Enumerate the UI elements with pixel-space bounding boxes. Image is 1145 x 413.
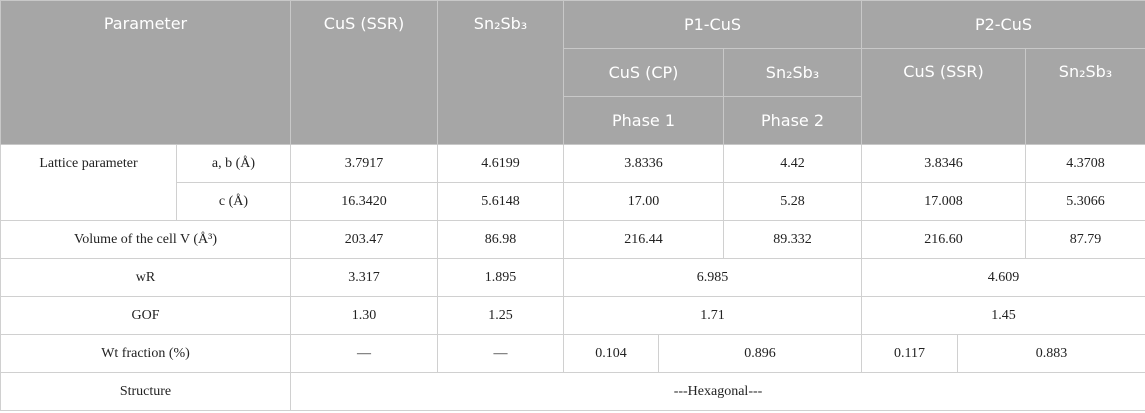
header-cell: CuS (SSR) (861, 48, 1026, 145)
cell: 3.317 (290, 258, 438, 297)
cell: 86.98 (437, 220, 564, 259)
cell: 203.47 (290, 220, 438, 259)
row-label: wR (0, 258, 291, 297)
cell: 216.44 (563, 220, 724, 259)
header-cell: Sn₂Sb₃ (723, 48, 862, 97)
header-cell: Phase 1 (563, 96, 724, 145)
row-label: Wt fraction (%) (0, 334, 291, 373)
cell: 1.45 (861, 296, 1145, 335)
row-label: Volume of the cell V (Å³) (0, 220, 291, 259)
cell: 0.883 (957, 334, 1145, 373)
row-label: Structure (0, 372, 291, 411)
cell: 1.30 (290, 296, 438, 335)
cell: 87.79 (1025, 220, 1145, 259)
row-label: Lattice parameter (0, 144, 177, 221)
cell: 4.6199 (437, 144, 564, 183)
header-cell: Sn₂Sb₃ (1025, 48, 1145, 145)
cell: 4.42 (723, 144, 862, 183)
cell: 216.60 (861, 220, 1026, 259)
cell: 5.28 (723, 182, 862, 221)
header-cell: Sn₂Sb₃ (437, 0, 564, 145)
header-cell: P2-CuS (861, 0, 1145, 49)
cell: 4.609 (861, 258, 1145, 297)
cell: 1.25 (437, 296, 564, 335)
cell: 3.8346 (861, 144, 1026, 183)
row-sublabel: a, b (Å) (176, 144, 291, 183)
cell: 16.3420 (290, 182, 438, 221)
cell: 0.117 (861, 334, 958, 373)
cell: 0.104 (563, 334, 659, 373)
row-sublabel: c (Å) (176, 182, 291, 221)
header-cell: CuS (CP) (563, 48, 724, 97)
cell: 5.6148 (437, 182, 564, 221)
cell: 6.985 (563, 258, 862, 297)
cell: — (437, 334, 564, 373)
cell: 3.7917 (290, 144, 438, 183)
cell: 1.71 (563, 296, 862, 335)
cell: 1.895 (437, 258, 564, 297)
header-cell: CuS (SSR) (290, 0, 438, 145)
cell: 4.3708 (1025, 144, 1145, 183)
row-label: GOF (0, 296, 291, 335)
cell: 5.3066 (1025, 182, 1145, 221)
cell: 0.896 (658, 334, 862, 373)
header-cell: Parameter (0, 0, 291, 145)
cell: 89.332 (723, 220, 862, 259)
cell: ---Hexagonal--- (290, 372, 1145, 411)
header-cell: Phase 2 (723, 96, 862, 145)
header-cell: P1-CuS (563, 0, 862, 49)
cell: 17.008 (861, 182, 1026, 221)
cell: 17.00 (563, 182, 724, 221)
cell: 3.8336 (563, 144, 724, 183)
cell: — (290, 334, 438, 373)
